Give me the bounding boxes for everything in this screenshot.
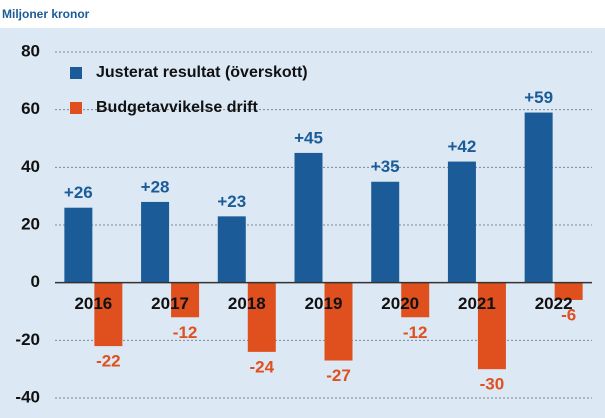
bar <box>324 282 353 361</box>
data-label: -24 <box>249 357 274 376</box>
bar <box>477 282 506 370</box>
y-tick-label: -40 <box>15 387 40 406</box>
x-tick-label: 2021 <box>458 294 496 313</box>
legend-label: Justerat resultat (överskott) <box>96 64 308 81</box>
bar <box>294 152 323 283</box>
data-label: +28 <box>141 177 170 196</box>
data-label: -30 <box>480 375 505 394</box>
x-tick-label: 2016 <box>74 294 112 313</box>
legend-swatch <box>70 67 82 79</box>
bar <box>247 282 276 352</box>
legend-label: Budgetavvikelse drift <box>96 99 259 116</box>
y-tick-label: 40 <box>21 157 40 176</box>
data-label: -27 <box>326 366 351 385</box>
y-tick-label: 20 <box>21 214 40 233</box>
data-label: +59 <box>524 88 553 107</box>
x-tick-label: 2018 <box>228 294 266 313</box>
bar <box>171 282 200 318</box>
legend-swatch <box>70 102 82 114</box>
x-tick-label: 2022 <box>535 294 573 313</box>
data-label: +35 <box>371 157 400 176</box>
bar <box>141 201 170 283</box>
y-tick-label: 80 <box>21 41 40 60</box>
y-tick-label: 60 <box>21 99 40 118</box>
x-tick-label: 2020 <box>381 294 419 313</box>
bar <box>94 282 123 347</box>
chart-subtitle: Miljoner kronor <box>2 7 90 21</box>
bar <box>64 207 93 283</box>
data-label: -12 <box>403 323 428 342</box>
data-label: +42 <box>448 137 477 156</box>
bar <box>554 282 583 300</box>
y-tick-label: 0 <box>31 272 40 291</box>
data-label: +45 <box>294 128 323 147</box>
bar <box>524 112 553 283</box>
bar <box>217 216 246 283</box>
data-label: -22 <box>96 352 121 371</box>
data-label: -6 <box>561 305 576 324</box>
bar <box>401 282 430 318</box>
x-tick-label: 2017 <box>151 294 189 313</box>
y-tick-label: -20 <box>15 330 40 349</box>
data-label: +26 <box>64 183 93 202</box>
x-tick-label: 2019 <box>305 294 343 313</box>
bar <box>447 161 476 283</box>
bar <box>371 181 400 283</box>
data-label: +23 <box>217 192 246 211</box>
data-label: -12 <box>173 323 198 342</box>
